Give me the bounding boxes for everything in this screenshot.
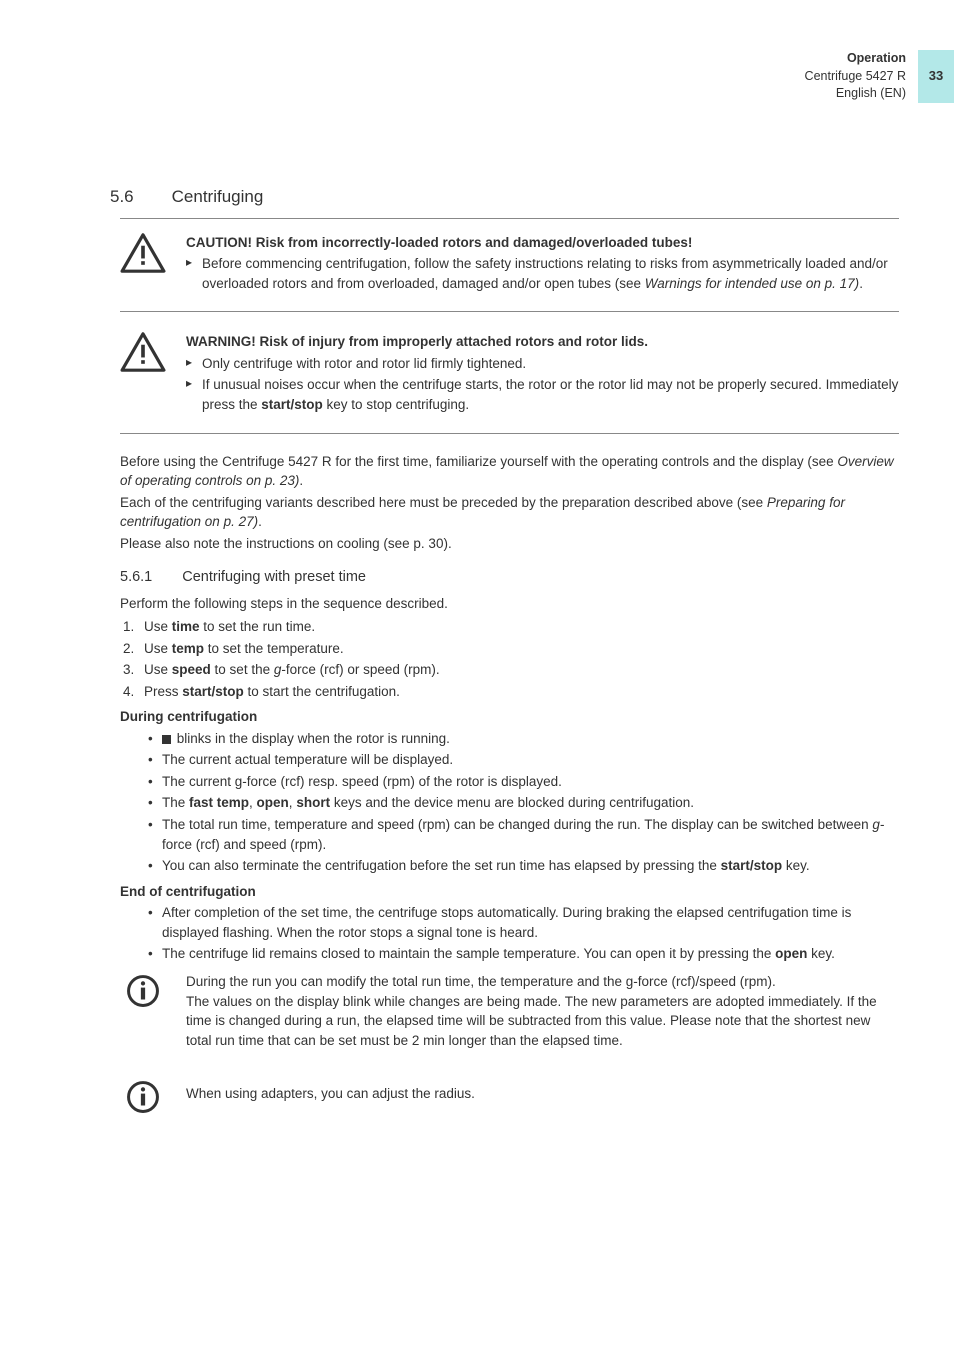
end-heading: End of centrifugation: [120, 882, 899, 902]
steps-list: Use time to set the run time. Use temp t…: [120, 617, 899, 701]
header-lang: English (EN): [805, 85, 906, 103]
divider: [120, 433, 899, 434]
header-text: Operation Centrifuge 5427 R English (EN): [805, 50, 918, 103]
step-3: Use speed to set the g-force (rcf) or sp…: [138, 660, 899, 680]
section-heading: 5.6 Centrifuging: [110, 185, 899, 210]
during-heading: During centrifugation: [120, 707, 899, 727]
caution-body: CAUTION! Risk from incorrectly-loaded ro…: [186, 233, 899, 296]
warning-item-1: Only centrifuge with rotor and rotor lid…: [186, 354, 899, 374]
during-b2: The current actual temperature will be d…: [148, 750, 899, 770]
page-number-tab: 33: [918, 50, 954, 103]
perform-text: Perform the following steps in the seque…: [120, 594, 899, 614]
page-header: Operation Centrifuge 5427 R English (EN)…: [805, 50, 954, 103]
intro-text: Before using the Centrifuge 5427 R for t…: [120, 452, 899, 554]
header-section: Operation: [805, 50, 906, 68]
info-block-2: When using adapters, you can adjust the …: [120, 1078, 899, 1120]
info-body-1: During the run you can modify the total …: [186, 972, 899, 1050]
step-1: Use time to set the run time.: [138, 617, 899, 637]
warning-icon: [120, 332, 166, 416]
during-b6: You can also terminate the centrifugatio…: [148, 856, 899, 876]
info1-p1: During the run you can modify the total …: [186, 972, 899, 992]
warning-block: WARNING! Risk of injury from improperly …: [120, 318, 899, 426]
caution-icon: [120, 233, 166, 296]
end-b1: After completion of the set time, the ce…: [148, 903, 899, 942]
warning-title: WARNING! Risk of injury from improperly …: [186, 332, 899, 352]
section-title-text: Centrifuging: [172, 185, 264, 210]
info-icon: [120, 972, 166, 1050]
during-list: blinks in the display when the rotor is …: [120, 729, 899, 876]
caution-block: CAUTION! Risk from incorrectly-loaded ro…: [120, 225, 899, 306]
info-icon: [120, 1078, 166, 1120]
subsection-number: 5.6.1: [120, 567, 152, 588]
warning-list: Only centrifuge with rotor and rotor lid…: [186, 354, 899, 415]
intro-p1: Before using the Centrifuge 5427 R for t…: [120, 452, 899, 491]
info1-p2: The values on the display blink while ch…: [186, 992, 899, 1051]
section-number: 5.6: [110, 185, 134, 210]
info2-p1: When using adapters, you can adjust the …: [186, 1084, 899, 1104]
info-body-2: When using adapters, you can adjust the …: [186, 1078, 899, 1120]
info-block-1: During the run you can modify the total …: [120, 972, 899, 1050]
header-product: Centrifuge 5427 R: [805, 68, 906, 86]
during-b1: blinks in the display when the rotor is …: [148, 729, 899, 749]
warning-body: WARNING! Risk of injury from improperly …: [186, 332, 899, 416]
divider: [120, 311, 899, 312]
end-list: After completion of the set time, the ce…: [120, 903, 899, 964]
during-b3: The current g-force (rcf) resp. speed (r…: [148, 772, 899, 792]
caution-list: Before commencing centrifugation, follow…: [186, 254, 899, 293]
warning-item-2: If unusual noises occur when the centrif…: [186, 375, 899, 414]
caution-title: CAUTION! Risk from incorrectly-loaded ro…: [186, 233, 899, 253]
intro-p2: Each of the centrifuging variants descri…: [120, 493, 899, 532]
divider: [120, 218, 899, 219]
during-b5: The total run time, temperature and spee…: [148, 815, 899, 854]
subsection-title-text: Centrifuging with preset time: [182, 567, 366, 588]
rotor-square-icon: [162, 735, 171, 744]
step-4: Press start/stop to start the centrifuga…: [138, 682, 899, 702]
end-b2: The centrifuge lid remains closed to mai…: [148, 944, 899, 964]
during-b4: The fast temp, open, short keys and the …: [148, 793, 899, 813]
caution-item: Before commencing centrifugation, follow…: [186, 254, 899, 293]
intro-p3: Please also note the instructions on coo…: [120, 534, 899, 554]
subsection-heading: 5.6.1 Centrifuging with preset time: [120, 567, 899, 588]
step-2: Use temp to set the temperature.: [138, 639, 899, 659]
